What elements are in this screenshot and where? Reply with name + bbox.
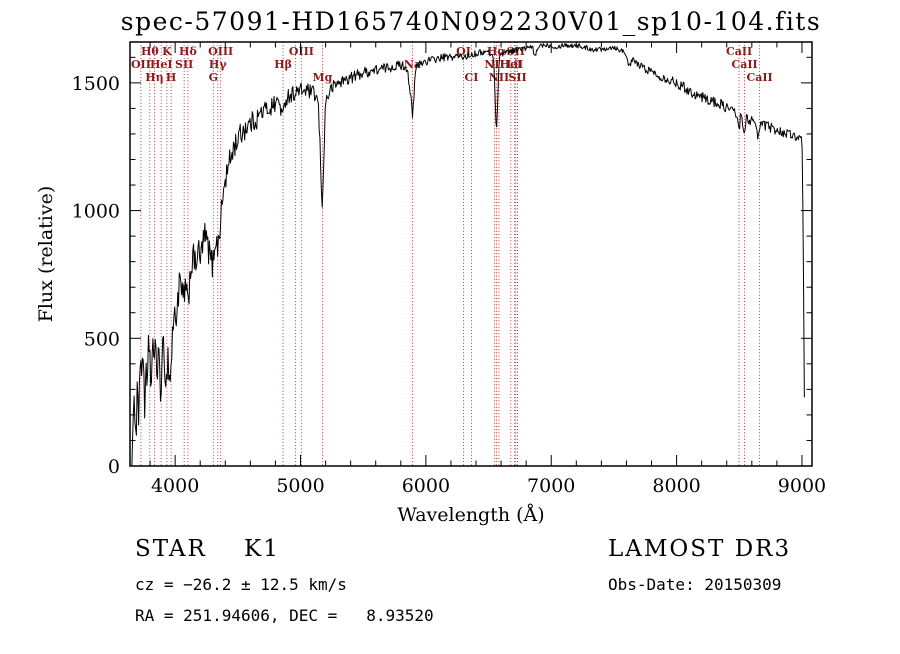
plot-border	[129, 41, 813, 467]
flux-spectrum-path	[131, 42, 805, 467]
x-tick-label: 8000	[652, 475, 700, 497]
survey-label: LAMOST DR3	[608, 536, 791, 562]
axis-ticks	[130, 42, 812, 467]
spectral-line-label: SII	[508, 71, 526, 84]
spectral-line-label: Hγ	[209, 58, 227, 71]
spectral-line-label: K	[162, 45, 172, 58]
x-tick-label: 5000	[276, 475, 324, 497]
y-tick-label: 500	[84, 328, 120, 350]
spectral-line-label: OI	[456, 45, 471, 58]
spectral-line-label: OII	[131, 58, 151, 71]
object-class-label: STAR K1	[135, 536, 280, 562]
spectral-line-label: HeI	[500, 58, 523, 71]
spectral-line-label: HeI	[150, 58, 173, 71]
spectral-line-label: OIII	[289, 45, 314, 58]
spectrum-series	[131, 42, 805, 467]
spectral-line-label: SII	[175, 58, 193, 71]
x-tick-label: 6000	[402, 475, 450, 497]
axis-tick-labels: 4000 5000 6000 7000 8000 9000 0 500 1000 1500	[72, 73, 827, 497]
cz-value: cz = −26.2 ± 12.5 km/s	[135, 575, 347, 594]
ra-dec: RA = 251.94606, DEC = 8.93520	[135, 606, 434, 625]
spectral-line-label: CaII	[726, 45, 752, 58]
spectral-line-label: CaII	[747, 71, 773, 84]
spectral-line-label: Hη	[145, 71, 163, 84]
x-tick-label: 9000	[778, 475, 826, 497]
y-tick-label: 1500	[72, 73, 120, 95]
spectral-line-label: CaII	[731, 58, 757, 71]
spectral-line-label: Mg	[313, 71, 333, 84]
spectral-line-label: Hδ	[179, 45, 197, 58]
obs-date: Obs-Date: 20150309	[608, 575, 781, 594]
spectral-line-markers: OIIHθHηHeIKHSIIHδGHγOIIIHβOIIIMgNaOICINI…	[131, 42, 773, 466]
y-axis-label: Flux (relative)	[35, 186, 57, 323]
chart-title: spec-57091-HD165740N092230V01_sp10-104.f…	[121, 7, 821, 36]
x-tick-label: 7000	[527, 475, 575, 497]
spectral-line-label: LiI	[506, 58, 523, 71]
x-axis-label: Wavelength (Å)	[397, 504, 544, 526]
spectral-line-label: H	[166, 71, 176, 84]
spectral-line-label: CI	[465, 71, 479, 84]
spectral-line-label: Hθ	[141, 45, 159, 58]
spectral-line-label: G	[209, 71, 218, 84]
spectral-line-label: OIII	[208, 45, 233, 58]
y-tick-label: 0	[108, 456, 120, 478]
y-tick-label: 1000	[72, 201, 120, 223]
x-tick-label: 4000	[151, 475, 199, 497]
plot-frame	[129, 41, 813, 467]
spectral-line-label: Hβ	[274, 58, 292, 71]
